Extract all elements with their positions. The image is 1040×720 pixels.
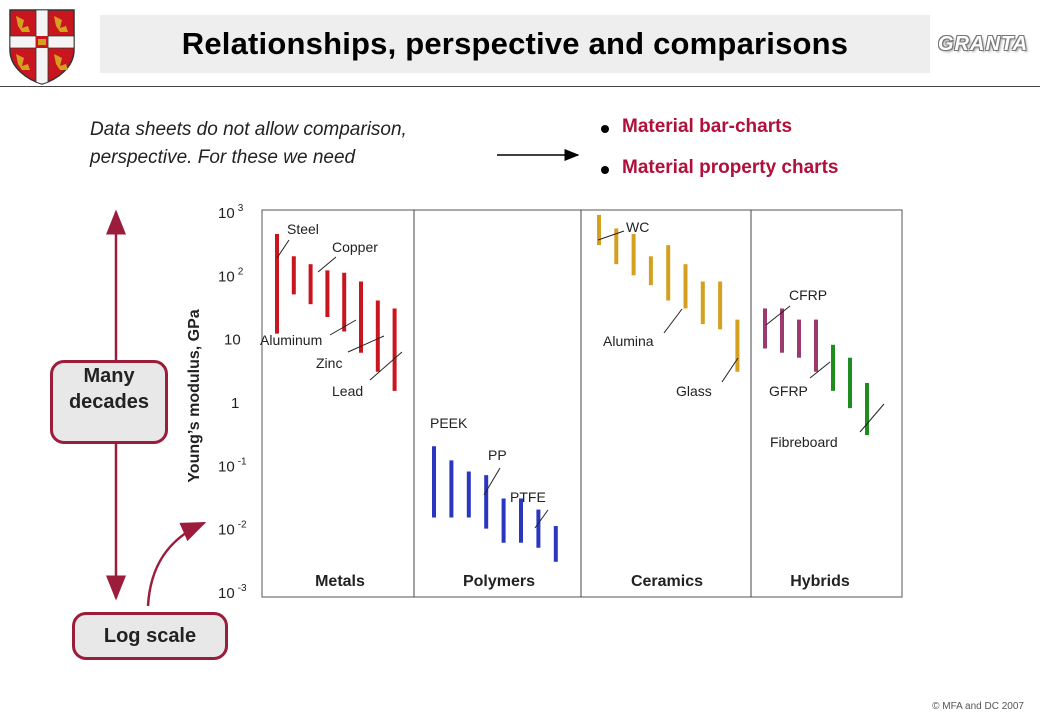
bar-labels: Steel Copper Aluminum Zinc Lead PEEK PP PTFE WC A… [260, 219, 885, 529]
y-tick-base: 10 [224, 332, 241, 349]
bar-label-zinc: Zinc [316, 355, 342, 371]
leader-line [721, 357, 739, 383]
y-tick-base: 10 [218, 458, 235, 475]
y-tick-base: 10 [218, 522, 235, 539]
y-tick-label: 10 -3 [218, 583, 247, 602]
bar-label-wc: WC [626, 219, 649, 235]
y-tick-base: 10 [218, 268, 235, 285]
intro-line-1: Data sheets do not allow comparison, [90, 119, 407, 140]
log-scale-curved-arrow [146, 521, 207, 607]
bar-label-cfrp: CFRP [789, 287, 827, 303]
header-divider [0, 86, 1040, 87]
y-tick-label: 10 3 [218, 203, 244, 222]
leader-line [534, 509, 549, 529]
leader-line [663, 308, 683, 334]
intro-line-2: perspective. For these we need [90, 147, 356, 168]
granta-logo: GRANTA [938, 33, 1029, 55]
family-label-ceramics: Ceramics [631, 573, 703, 590]
intro-text: Data sheets do not allow comparison, per… [90, 116, 510, 172]
leader-line [597, 230, 625, 241]
y-tick-base: 1 [231, 395, 239, 412]
leader-line [859, 403, 885, 433]
bar-label-fibreboard: Fibreboard [770, 434, 838, 450]
leader-line [809, 361, 831, 379]
y-tick-exponent: -3 [238, 583, 247, 594]
y-tick-exponent: 2 [238, 266, 244, 277]
many-decades-callout: Many decades [50, 360, 168, 444]
copyright-footer: © MFA and DC 2007 [932, 701, 1024, 712]
family-labels: Metals Polymers Ceramics Hybrids [315, 573, 850, 590]
leader-line [483, 467, 501, 496]
bullet-label: Material property charts [622, 157, 839, 178]
bar-label-ptfe: PTFE [510, 489, 546, 505]
y-tick-exponent: -1 [238, 456, 247, 467]
title-band [100, 15, 930, 73]
bars [275, 214, 869, 562]
y-tick-label: 10 2 [218, 266, 244, 285]
bar-label-aluminum: Aluminum [260, 332, 322, 348]
university-crest-logo [9, 9, 75, 85]
bar-label-glass: Glass [676, 383, 712, 399]
bar-label-steel: Steel [287, 221, 319, 237]
leader-line [276, 239, 290, 259]
family-label-polymers: Polymers [463, 573, 535, 590]
family-dividers [413, 210, 752, 597]
bar-label-gfrp: GFRP [769, 383, 808, 399]
leader-line [317, 256, 337, 273]
leader-line [329, 319, 357, 336]
y-tick-exponent: 3 [238, 203, 244, 214]
family-label-hybrids: Hybrids [790, 573, 850, 590]
leader-line [347, 335, 385, 353]
bar-label-pp: PP [488, 447, 507, 463]
y-tick-base: 10 [218, 205, 235, 222]
decades-line-1: Many [83, 365, 135, 387]
bar-label-copper: Copper [332, 239, 378, 255]
y-axis-label: Young’s modulus, GPa [186, 309, 203, 482]
y-tick-base: 10 [218, 585, 235, 602]
family-label-metals: Metals [315, 573, 365, 590]
y-tick-label: 1 [231, 395, 239, 412]
y-tick-label: 10 [224, 332, 241, 349]
bar-label-alumina: Alumina [603, 333, 654, 349]
decades-line-2: decades [68, 391, 150, 413]
bullet-dot-icon [601, 166, 609, 174]
plot-frame [261, 209, 903, 598]
bar-label-lead: Lead [332, 383, 363, 399]
log-scale-callout: Log scale [72, 612, 228, 660]
bar-label-peek: PEEK [430, 415, 468, 431]
leader-line [369, 351, 403, 381]
bullet-dot-icon [601, 125, 609, 133]
leader-line [765, 305, 791, 326]
page-title: Relationships, perspective and compariso… [181, 26, 849, 61]
y-tick-label: 10 -1 [218, 456, 247, 475]
y-tick-label: 10 -2 [218, 520, 247, 539]
bullet-label: Material bar-charts [622, 116, 793, 137]
y-tick-exponent: -2 [238, 520, 247, 531]
